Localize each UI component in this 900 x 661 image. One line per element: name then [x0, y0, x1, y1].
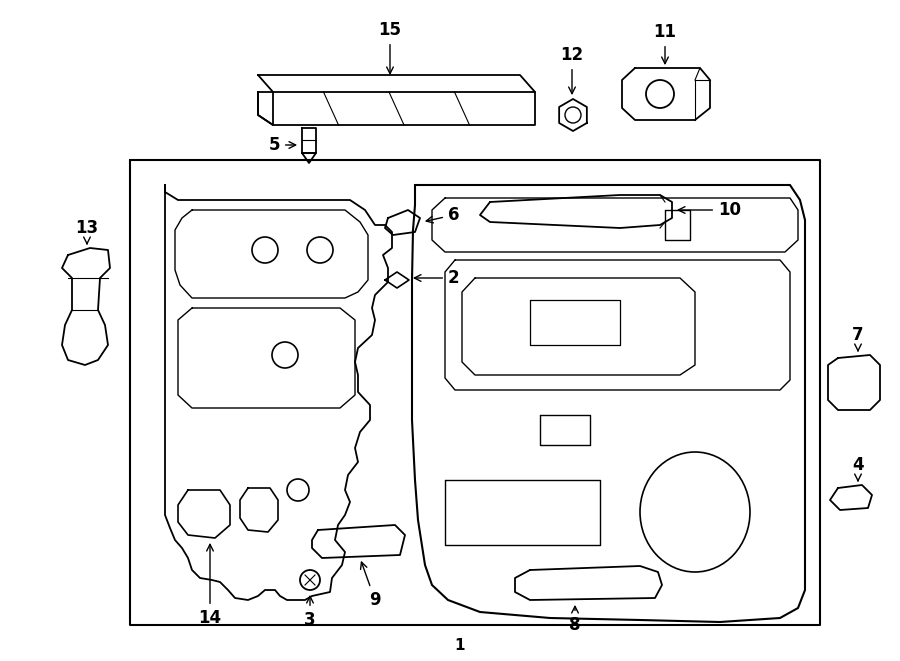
- Text: 13: 13: [76, 219, 99, 244]
- Text: 15: 15: [379, 21, 401, 73]
- Text: 2: 2: [414, 269, 460, 287]
- Text: 7: 7: [852, 326, 864, 351]
- Text: 8: 8: [569, 606, 580, 634]
- Text: 14: 14: [198, 544, 221, 627]
- Text: 6: 6: [427, 206, 460, 224]
- Text: 3: 3: [304, 596, 316, 629]
- Text: 12: 12: [561, 46, 583, 94]
- Text: 9: 9: [361, 562, 381, 609]
- Text: 11: 11: [653, 23, 677, 63]
- Text: 10: 10: [679, 201, 741, 219]
- Text: 4: 4: [852, 456, 864, 481]
- Text: 1: 1: [454, 637, 465, 652]
- Text: 5: 5: [268, 136, 296, 154]
